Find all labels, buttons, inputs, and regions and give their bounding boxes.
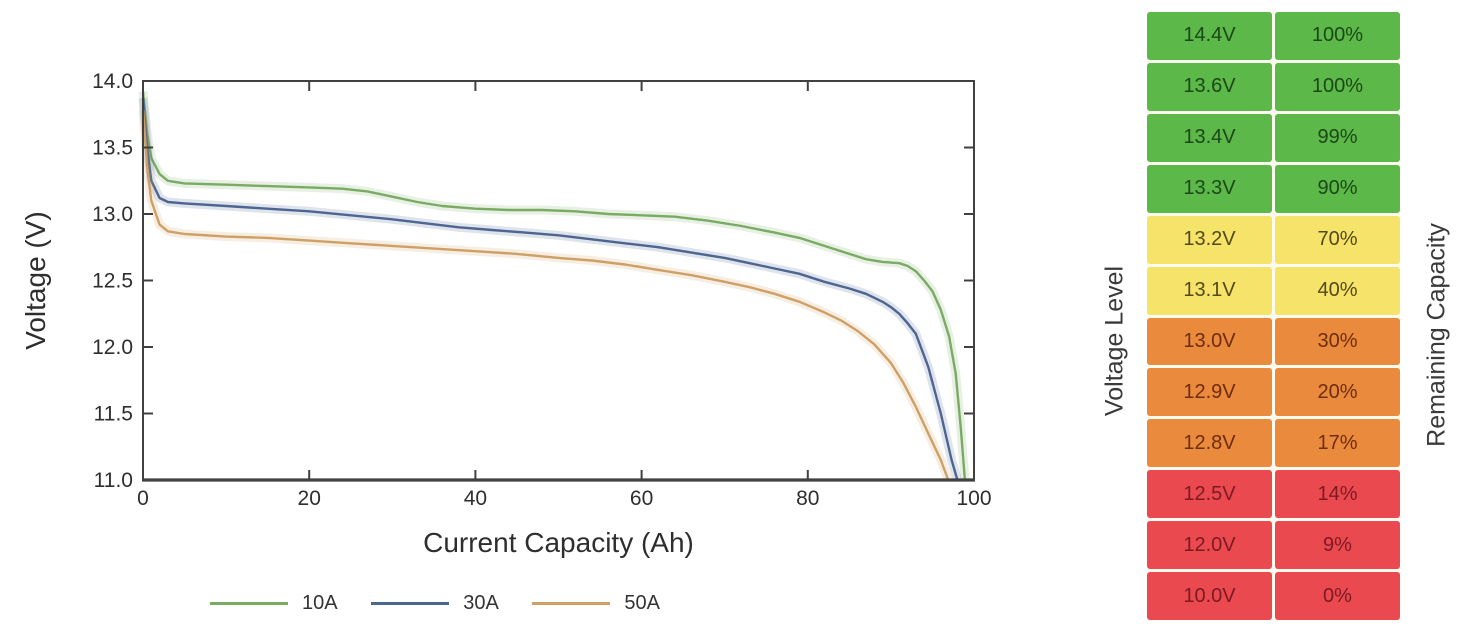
plot-box xyxy=(142,80,975,481)
voltage-level-axis-label: Voltage Level xyxy=(1100,265,1129,417)
legend-line-swatch xyxy=(532,601,611,605)
capacity-cell: 40% xyxy=(1275,266,1400,315)
x-tick-label: 60 xyxy=(630,487,653,510)
capacity-cell: 70% xyxy=(1275,215,1400,264)
capacity-cell: 99% xyxy=(1275,113,1400,162)
chart-plot-area: 0 20 40 60 80 100 11.0 11.5 12.0 12.5 13.0 13.5 14.0… xyxy=(20,70,992,558)
x-tick-label: 0 xyxy=(137,487,149,510)
legend-line-swatch xyxy=(210,601,288,605)
legend-item-30a: 30A xyxy=(371,592,499,615)
y-axis-title: Voltage (V) xyxy=(20,211,51,350)
chart-legend: 10A 30A 50A xyxy=(210,590,660,616)
capacity-cell: 14% xyxy=(1275,470,1400,519)
voltage-cell: 12.5V xyxy=(1147,470,1272,519)
legend-label: 50A xyxy=(624,591,660,614)
voltage-cell: 13.6V xyxy=(1147,62,1272,111)
capacity-cell: 100% xyxy=(1275,62,1400,111)
capacity-cell: 90% xyxy=(1275,164,1400,213)
y-tick-label: 12.5 xyxy=(92,270,133,293)
voltage-cell: 13.4V xyxy=(1147,113,1272,162)
voltage-cell: 13.0V xyxy=(1147,317,1272,366)
y-tick-label: 11.5 xyxy=(94,403,133,426)
x-tick-label: 100 xyxy=(956,487,991,510)
voltage-cell: 13.1V xyxy=(1147,266,1272,315)
y-tick-label: 11.0 xyxy=(94,469,133,492)
x-tick-label: 20 xyxy=(298,487,321,510)
voltage-cell: 12.9V xyxy=(1147,368,1272,417)
capacity-cell: 17% xyxy=(1275,419,1400,468)
series-30A-line xyxy=(141,98,959,481)
series-50A-line xyxy=(141,110,950,481)
capacity-cell: 0% xyxy=(1275,572,1400,620)
y-tick-label: 13.5 xyxy=(92,137,133,160)
remaining-capacity-axis-label: Remaining Capacity xyxy=(1422,223,1451,447)
y-tick-label: 13.0 xyxy=(92,203,133,226)
y-tick-label: 12.0 xyxy=(92,336,133,359)
series-50A-glow xyxy=(138,109,953,482)
voltage-cell: 10.0V xyxy=(1147,572,1272,620)
voltage-cell: 12.8V xyxy=(1147,419,1272,468)
x-tick-label: 80 xyxy=(796,487,819,510)
legend-label: 10A xyxy=(302,591,338,614)
capacity-cell: 100% xyxy=(1275,12,1400,60)
capacity-cell: 9% xyxy=(1275,521,1400,570)
x-tick-label: 40 xyxy=(464,487,487,510)
legend-item-50a: 50A xyxy=(532,592,660,615)
discharge-curve-chart: 0 20 40 60 80 100 11.0 11.5 12.0 12.5 13.0 13.5 14.0… xyxy=(20,70,992,616)
series-30A-glow xyxy=(138,97,962,482)
legend-line-swatch xyxy=(371,601,450,605)
capacity-cell: 20% xyxy=(1275,368,1400,417)
voltage-capacity-table: 14.4V 100% 13.6V 100% 13.4V 99% 13.3V 90% 13.2V 7… xyxy=(1147,12,1400,620)
voltage-cell: 12.0V xyxy=(1147,521,1272,570)
voltage-cell: 14.4V xyxy=(1147,12,1272,60)
y-tick-label: 14.0 xyxy=(92,70,133,93)
legend-item-10a: 10A xyxy=(210,592,338,615)
legend-label: 30A xyxy=(463,591,499,614)
capacity-cell: 30% xyxy=(1275,317,1400,366)
x-axis-title: Current Capacity (Ah) xyxy=(423,527,694,558)
voltage-cell: 13.2V xyxy=(1147,215,1272,264)
series-10A-line xyxy=(141,91,967,481)
voltage-cell: 13.3V xyxy=(1147,164,1272,213)
